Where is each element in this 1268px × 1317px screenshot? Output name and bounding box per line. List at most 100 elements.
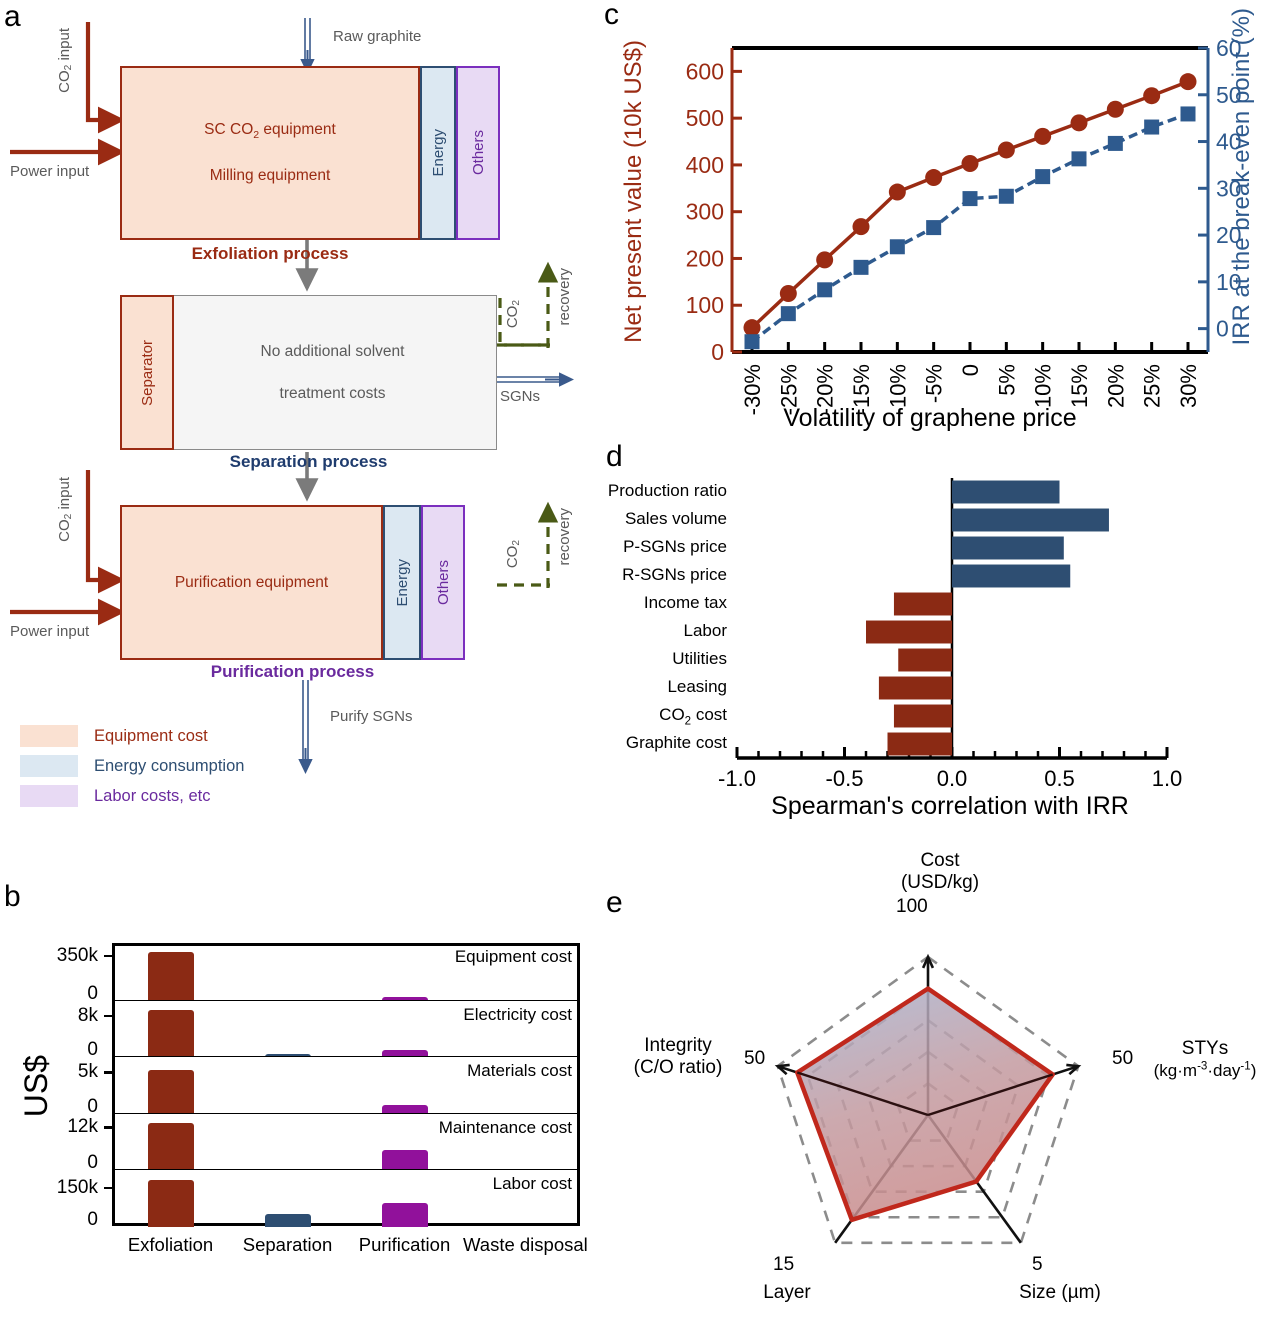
panel-c-right-tick: 20 [1216,222,1242,248]
panel-b-y-tick: 350k [56,944,98,966]
exfoliation-others-segment: Others [456,66,500,240]
panel-c-data-point [816,251,834,269]
panel-c-right-tick: 0 [1216,316,1229,342]
panel-b-x-label: Waste disposal [463,1234,588,1255]
panel-d-x-tick-label: -1.0 [718,766,756,791]
panel-d-x-tick-label: 1.0 [1151,766,1183,791]
purify-sgns-label: Purify SGNs [330,708,413,725]
panel-c-x-axis-title: Volatility of graphene price [783,404,1077,432]
panel-c-x-tick: 20% [1103,364,1128,408]
panel-c-left-tick: 100 [686,292,724,318]
panel-b-bar [381,1150,428,1171]
radar-tick-cost: 100 [896,896,928,917]
panel-c-npv-irr-chart: c Net present value (10k US$) IRR at the… [600,0,1268,440]
panel-c-data-point [817,282,833,298]
panel-c-data-point [889,239,905,255]
panel-b-y-tickmark [104,1071,113,1074]
separation-main-box: No additional solvent treatment costs [120,295,497,450]
panel-c-data-point [1144,119,1160,135]
panel-d-category-label: CO2 cost [659,705,727,728]
panel-b-bar [264,1053,311,1058]
panel-c-data-point [1180,106,1196,122]
radar-tick-layer: 15 [773,1254,795,1275]
radar-tick-stys: 50 [1112,1048,1134,1069]
panel-b-y-tickmark [104,1186,113,1190]
panel-d-bar [952,508,1109,532]
panel-d-x-tick-label: -0.5 [825,766,864,791]
panel-b-facet: Maintenance cost [112,1112,580,1171]
panel-c-plot: 0 100 200 300 400 500 600 0 10 20 30 40 50 60 -30% -25%… [686,35,1242,415]
exfoliation-line-1: SC CO2 equipment [204,120,336,142]
purification-energy-segment: Energy [383,505,421,660]
panel-b-bar [147,1010,194,1058]
purification-energy-label: Energy [393,558,411,607]
panel-c-data-point [997,141,1015,159]
radar-label-cost-line1: Cost [920,850,960,871]
panel-d-bar [893,592,952,616]
panel-c-x-tick: 25% [1140,364,1165,408]
radar-label-layer: Layer [763,1282,811,1303]
panel-letter-d: d [606,440,623,473]
panel-d-x-tick-labels: -1.0 -0.5 0.0 0.5 1.0 [600,440,1268,850]
radar-inner-line [796,1071,929,1117]
panel-c-data-point [1035,169,1051,185]
radar-label-stys: STYs (kg·m-3·day-1) [1140,1038,1268,1082]
panel-d-category-label: Production ratio [607,481,727,500]
panel-b-facet: Labor cost [112,1169,580,1227]
radar-label-stys-line1: STYs [1181,1038,1229,1059]
legend-label-equipment-cost: Equipment cost [94,726,208,745]
radar-label-cost-line2: (USD/kg) [900,871,980,893]
panel-c-x-tick: -25% [776,364,801,415]
panel-b-bar [147,951,194,1000]
purification-recovery-label: recovery [556,508,573,566]
radar-data-polygon [795,986,1055,1223]
panel-b-y-tick-zero: 0 [87,1039,98,1061]
panel-b-facet-label: Equipment cost [454,947,572,966]
panel-d-category-labels: Production ratio Sales volume P-SGNs price… [600,440,1268,850]
panel-b-facets: Equipment cost Electricity cost Materials … [112,943,580,1227]
separator-segment: Separator [120,295,174,450]
panel-b-cost-breakdown-chart: b US$ Equipment cost Electricity cost Mate… [0,860,600,1317]
separation-line-1: No additional solvent [260,342,405,360]
panel-d-category-label: Income tax [643,593,727,612]
radar-label-integrity-line1: Integrity [644,1035,712,1056]
panel-letter-b: b [4,880,21,913]
panel-b-y-tickmark [104,1014,113,1018]
panel-c-data-point [779,285,797,303]
panel-c-data-point [961,155,979,173]
panel-c-x-tick: -10% [885,364,910,415]
panel-c-data-point [1143,87,1161,105]
radar-label-integrity: Integrity (C/O ratio) [608,1035,748,1079]
panel-d-bar [887,732,952,756]
panel-d-category-label: Graphite cost [625,733,727,752]
legend-swatch-equipment-cost [20,725,78,747]
panel-d-bar [952,536,1064,560]
panel-c-data-point [1179,73,1197,91]
panel-c-left-tick: 0 [711,339,724,365]
purification-process-title: Purification process [210,662,375,681]
panel-d-spearman-chart: d Production ratio Sales volume P-SGNs pri… [600,440,1268,850]
panel-d-category-label: R-SGNs price [622,565,727,584]
raw-graphite-label: Raw graphite [333,28,422,45]
purification-co2-input-label: CO2 input [56,477,74,542]
exfoliation-co2-input-label: CO2 input [56,28,74,93]
panel-b-y-tickmark [104,1126,113,1129]
panel-b-y-tick-labels: 350k 0 8k 0 5k 0 12k 0 150k 0 [0,860,113,1317]
panel-b-y-tickmark [104,954,113,958]
panel-c-x-tick: -30% [740,364,765,415]
panel-c-right-tick: 50 [1216,82,1242,108]
panel-c-right-tick: 30 [1216,175,1242,201]
panel-b-bar [147,1069,194,1114]
panel-e-radar-plot [774,953,1082,1245]
exfoliation-power-input-label: Power input [10,163,90,180]
panel-a-connectors [10,18,574,774]
panel-b-bar [381,1050,428,1058]
panel-c-left-tick: 300 [686,199,724,225]
panel-b-facet-label: Labor cost [492,1174,572,1194]
panel-c-data-point [888,183,906,201]
panel-c-left-tick: 600 [686,58,724,84]
separation-process-title: Separation process [229,452,388,471]
panel-c-data-point [962,191,978,207]
purification-line-1: Purification equipment [174,573,329,591]
panel-b-x-label: Separation [242,1234,333,1255]
